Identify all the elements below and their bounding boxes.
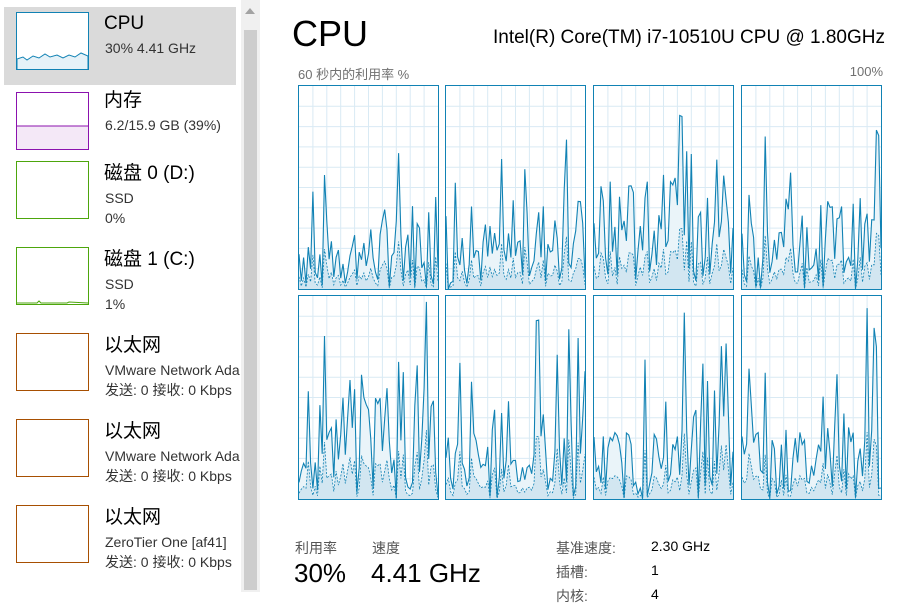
sidebar-item-detail: ZeroTier One [af41] — [105, 534, 227, 550]
detail-value: 1 — [651, 562, 659, 578]
sidebar-item-title: 以太网 — [104, 507, 162, 528]
cpu-model-name: Intel(R) Core(TM) i7-10510U CPU @ 1.80GH… — [492, 27, 885, 48]
sidebar-item-2[interactable]: 磁盘 0 (D:) SSD 0% — [4, 159, 236, 237]
sidebar-item-detail: 30% 4.41 GHz — [105, 40, 197, 56]
sidebar: CPU 30% 4.41 GHz 内存 6.2/15.9 GB (39%) 磁盘 0 (… — [0, 0, 260, 592]
detail-key: 内核: — [556, 588, 588, 604]
detail-key: 基准速度: — [556, 540, 616, 556]
page-title: CPU — [292, 13, 369, 54]
sidebar-item-3[interactable]: 磁盘 1 (C:) SSD 1% — [4, 245, 236, 323]
scroll-thumb[interactable] — [244, 30, 257, 590]
sidebar-item-5[interactable]: 以太网 VMware Network Adapter VMnet8 发送: 0 接收… — [4, 417, 240, 495]
sidebar-item-thumbnail — [16, 247, 89, 305]
sidebar-item-detail: SSD — [105, 276, 134, 292]
utilization-value: 30% — [294, 558, 347, 588]
sidebar-item-6[interactable]: 以太网 ZeroTier One [af41] 发送: 0 接收: 0 Kbps — [4, 503, 236, 581]
detail-value: 2.30 GHz — [651, 538, 711, 554]
core-graph-6 — [593, 295, 734, 500]
sidebar-item-title: 以太网 — [104, 335, 162, 356]
sidebar-item-detail: 发送: 0 接收: 0 Kbps — [105, 382, 232, 398]
sidebar-item-0[interactable]: CPU 30% 4.41 GHz — [4, 7, 236, 85]
core-graph-4 — [298, 295, 439, 500]
speed-value: 4.41 GHz — [371, 558, 481, 588]
sidebar-item-title: 以太网 — [104, 421, 162, 442]
sidebar-item-title: 磁盘 0 (D:) — [104, 163, 195, 184]
core-graph-5 — [445, 295, 586, 500]
sidebar-item-thumbnail — [16, 419, 89, 477]
sidebar-item-detail: 1% — [105, 296, 126, 312]
sidebar-item-detail: VMware Network Adapter VMnet8 — [105, 448, 240, 464]
sidebar-item-thumbnail — [16, 12, 89, 70]
sidebar-item-title: 内存 — [104, 90, 143, 111]
speed-label: 速度 — [372, 540, 400, 556]
utilization-label: 利用率 — [295, 540, 337, 556]
sidebar-item-thumbnail — [16, 505, 89, 563]
sidebar-item-detail: 6.2/15.9 GB (39%) — [105, 117, 221, 133]
core-graph-3 — [741, 85, 882, 290]
sidebar-item-detail: 发送: 0 接收: 0 Kbps — [105, 554, 232, 570]
sidebar-item-detail: 0% — [105, 210, 126, 226]
sidebar-item-4[interactable]: 以太网 VMware Network Adapter VMnet1 发送: 0 接收… — [4, 331, 240, 409]
detail-key: 插槽: — [556, 564, 588, 580]
graph-label: 60 秒内的利用率 % — [298, 67, 410, 82]
sidebar-item-title: CPU — [104, 13, 145, 34]
detail-value: 4 — [651, 586, 659, 602]
sidebar-item-detail: 发送: 0 接收: 0 Kbps — [105, 468, 232, 484]
core-graph-0 — [298, 85, 439, 290]
sidebar-item-1[interactable]: 内存 6.2/15.9 GB (39%) — [4, 86, 236, 164]
sidebar-item-thumbnail — [16, 92, 89, 150]
sidebar-scrollbar[interactable] — [241, 0, 260, 592]
sidebar-item-thumbnail — [16, 161, 89, 219]
sidebar-item-detail: VMware Network Adapter VMnet1 — [105, 362, 240, 378]
scroll-up-arrow-icon[interactable] — [245, 8, 255, 14]
core-graph-7 — [741, 295, 882, 500]
core-graph-1 — [445, 85, 586, 290]
sidebar-item-title: 磁盘 1 (C:) — [104, 249, 195, 270]
sidebar-item-thumbnail — [16, 333, 89, 391]
graph-max-label: 100% — [849, 64, 883, 79]
core-graph-2 — [593, 85, 734, 290]
sidebar-item-detail: SSD — [105, 190, 134, 206]
